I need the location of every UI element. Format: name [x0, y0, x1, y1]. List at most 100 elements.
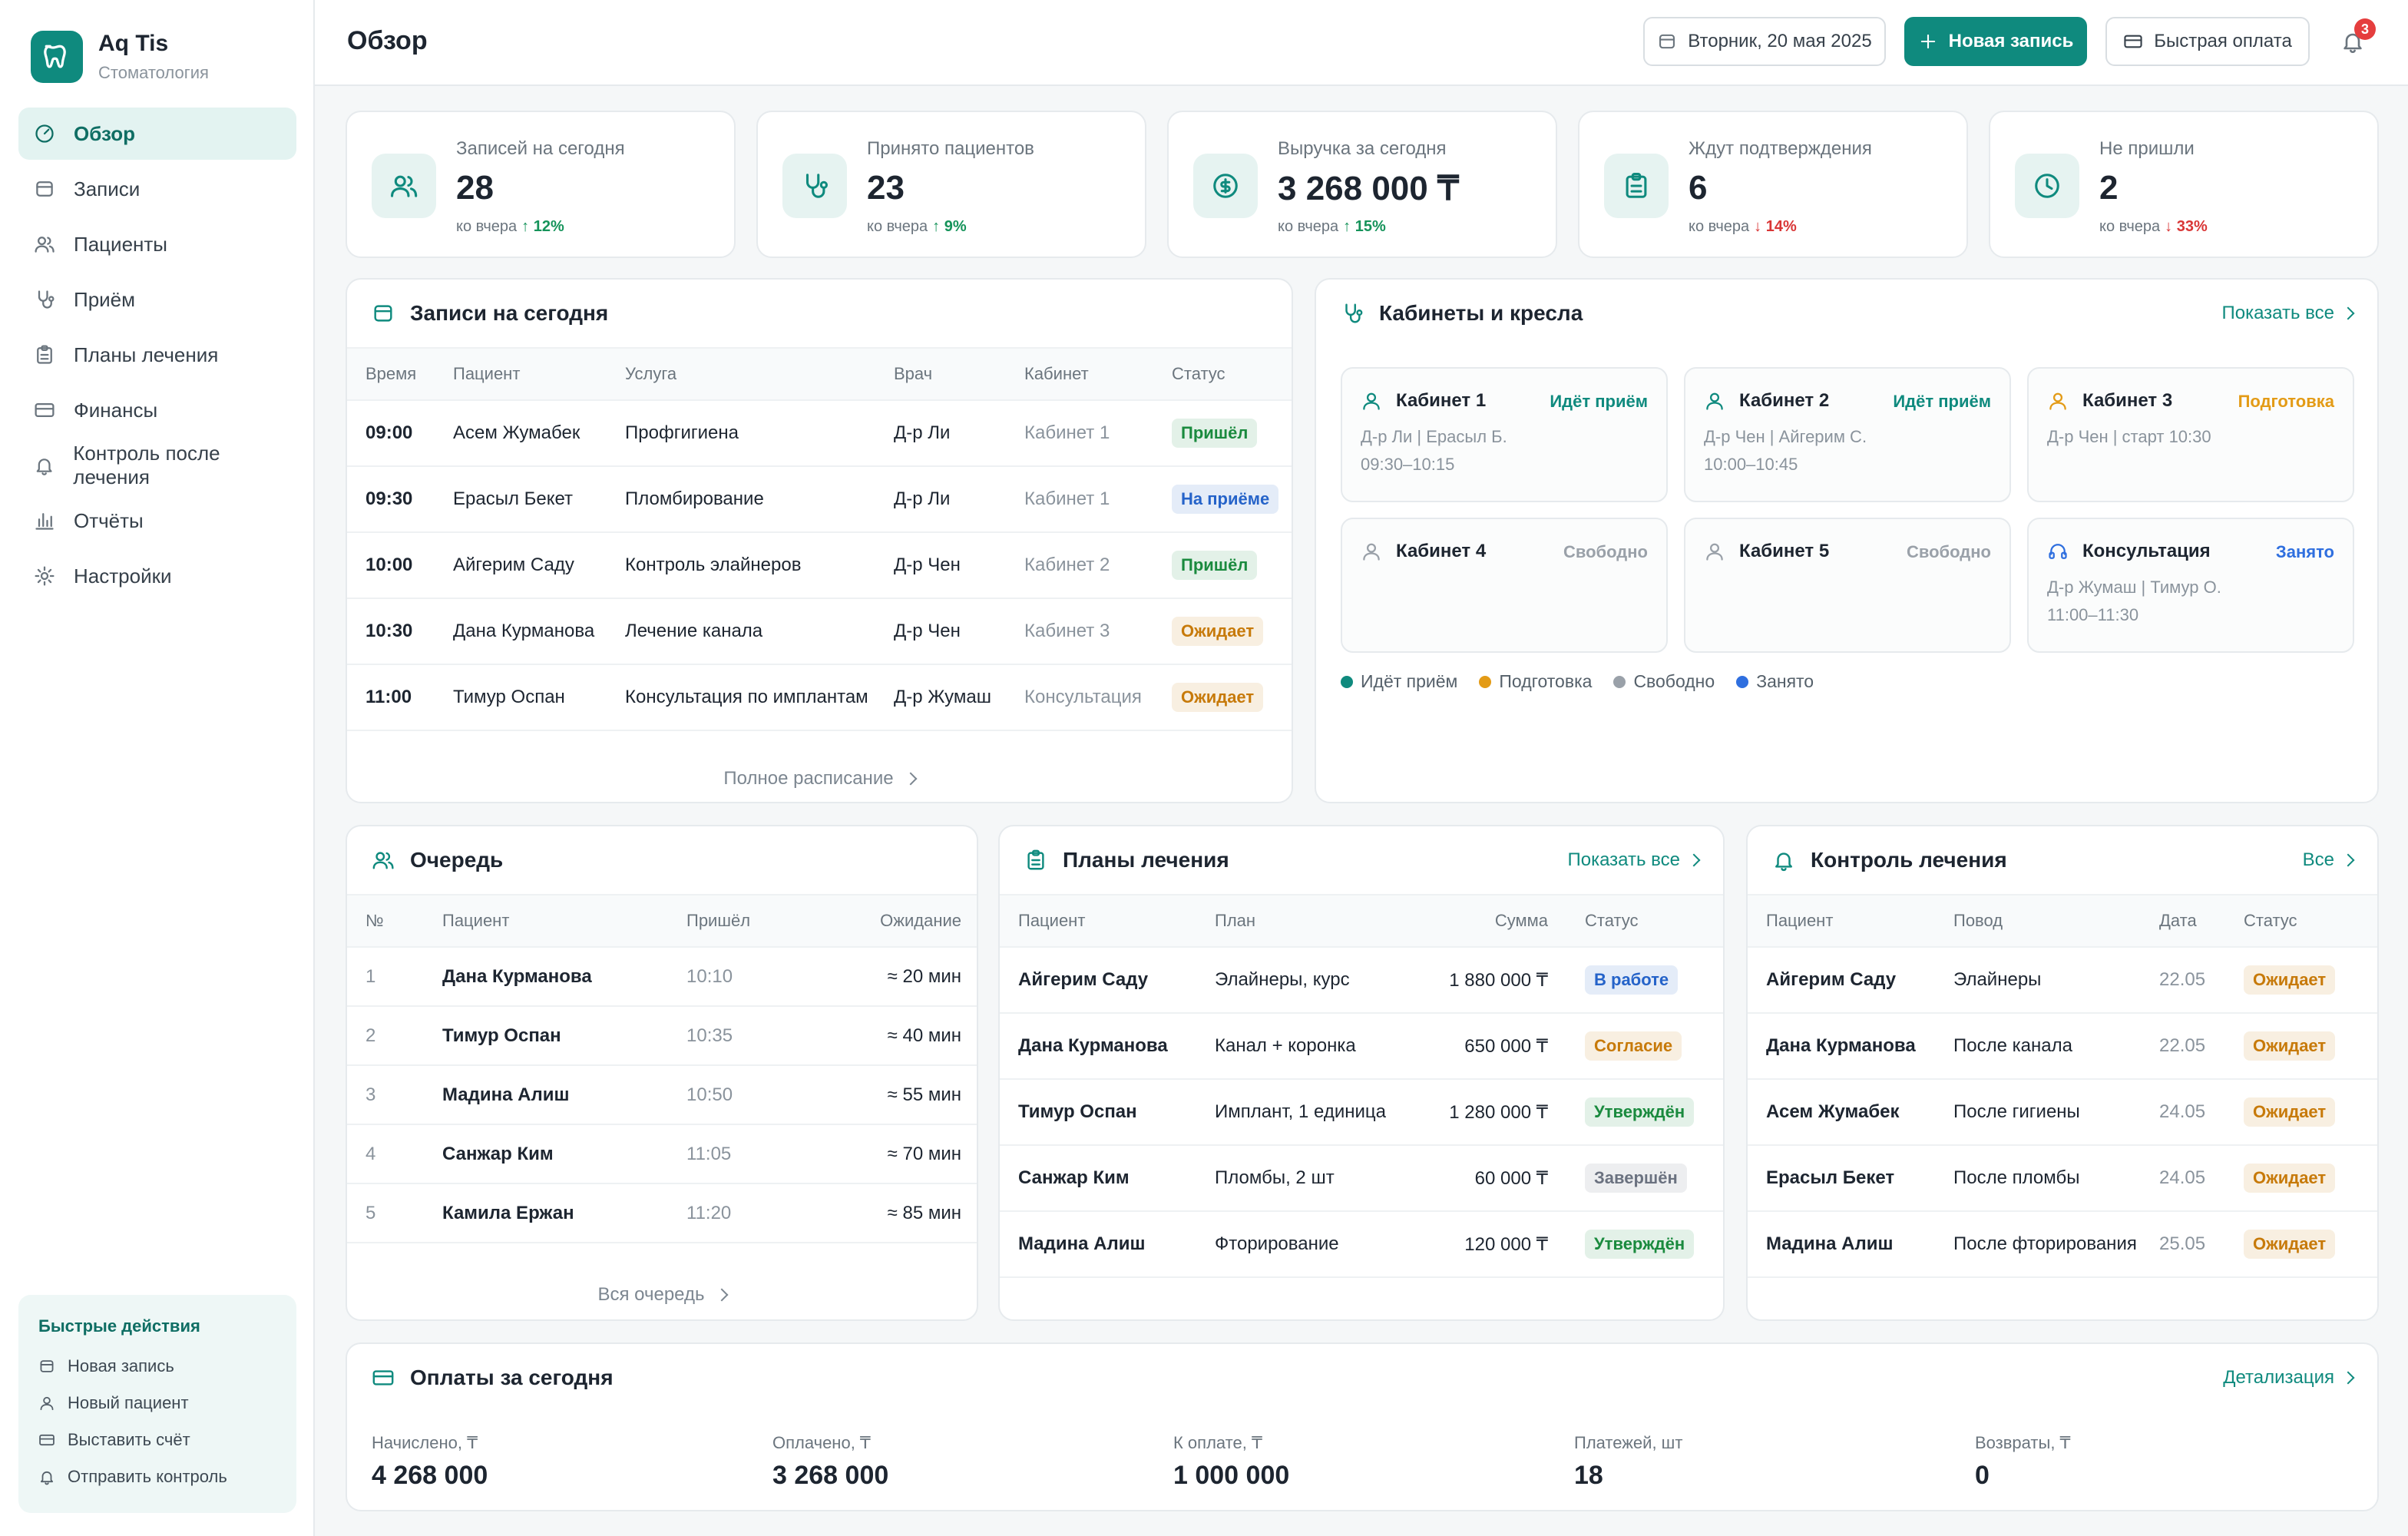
- card-header: Планы лечения Показать все: [1024, 826, 1701, 894]
- stat-label: Выручка за сегодня: [1278, 138, 1447, 159]
- icon: [35, 124, 54, 143]
- chevron: [1687, 853, 1701, 867]
- cabinet-tile[interactable]: Консультация Занято Д-р Жумаш | Тимур О. 11…: [2027, 518, 2354, 653]
- cell: ≈ 20 мин: [828, 947, 977, 1007]
- legend-label: Идёт приём: [1361, 671, 1458, 691]
- footer-label: Полное расписание: [723, 768, 894, 789]
- icon: [2124, 35, 2142, 48]
- cabinet-label: Кабинет 5: [1739, 541, 1830, 561]
- table-row: Асем Жумабек После гигиены 24.05 Ожидает: [1748, 1079, 2377, 1146]
- quick-action[interactable]: Новый пациент: [38, 1393, 189, 1413]
- cell: Ожидает: [2225, 1145, 2377, 1212]
- cell: 11:20: [668, 1183, 828, 1243]
- cabinet-tile[interactable]: Кабинет 2 Идёт приём Д-р Чен | Айгерим С. 1…: [1684, 367, 2011, 502]
- quick-pay-button[interactable]: Быстрая оплата: [2105, 17, 2310, 66]
- icon: [1345, 303, 1363, 323]
- column-header: Пациент: [424, 894, 668, 948]
- nav-item[interactable]: Отчёты: [18, 495, 296, 547]
- stat-compare: ко вчера ↓ 14%: [1689, 218, 1797, 236]
- cell: 09:00: [347, 400, 435, 467]
- cabinet-tile[interactable]: Кабинет 4 Свободно: [1341, 518, 1668, 653]
- cell: ≈ 40 мин: [828, 1006, 977, 1066]
- cell: 1 880 000 ₸: [1399, 947, 1566, 1014]
- card-link[interactable]: Показать все: [1567, 849, 1701, 871]
- status-badge: На приёме: [1172, 485, 1279, 514]
- metric-value: 3 268 000: [772, 1461, 889, 1490]
- quick-action-label: Новая запись: [68, 1356, 174, 1375]
- table-row: Мадина Алиш После фторирования 25.05 Ожидае…: [1748, 1211, 2377, 1278]
- icon: [37, 345, 52, 364]
- cell: После фторирования: [1935, 1211, 2141, 1278]
- nav-item[interactable]: Обзор: [18, 108, 296, 160]
- new-appointment-button[interactable]: Новая запись: [1904, 17, 2087, 66]
- quick-action[interactable]: Отправить контроль: [38, 1467, 227, 1487]
- table-row: 10:30 Дана Курманова Лечение канала Д-р Чен…: [347, 598, 1292, 665]
- table-row: Санжар Ким Пломбы, 2 шт 60 000 ₸ Завершён: [1000, 1145, 1723, 1212]
- cabinet-detail: Д-р Чен | Айгерим С.: [1704, 427, 1867, 446]
- quick-action[interactable]: Выставить счёт: [38, 1430, 190, 1450]
- header-row: № Пациент Пришёл Ожидание: [347, 894, 977, 948]
- status-badge: Ожидает: [2244, 1031, 2336, 1061]
- legend-dot: [1613, 675, 1626, 688]
- cabinet-detail: 09:30–10:15: [1361, 455, 1455, 474]
- nav-item[interactable]: Контроль после лечения: [18, 439, 296, 492]
- table-body: Айгерим Саду Элайнеры, курс 1 880 000 ₸ В р…: [1000, 947, 1723, 1278]
- cell: Тимур Оспан: [424, 1006, 668, 1066]
- cell: После гигиены: [1935, 1079, 2141, 1146]
- cell: 1: [347, 947, 424, 1007]
- column-header: Пациент: [1748, 894, 1935, 948]
- footer-link[interactable]: Вся очередь: [347, 1284, 977, 1306]
- cabinet-tile[interactable]: Кабинет 3 Подготовка Д-р Чен | старт 10:30: [2027, 367, 2354, 502]
- cell: 650 000 ₸: [1399, 1013, 1566, 1080]
- nav-item[interactable]: Настройки: [18, 550, 296, 602]
- quick-action[interactable]: Новая запись: [38, 1356, 174, 1376]
- nav-item[interactable]: Записи: [18, 163, 296, 215]
- stat-icon: [1193, 154, 1258, 218]
- card-link[interactable]: Показать все: [2221, 303, 2355, 324]
- column-header: Услуга: [607, 347, 875, 401]
- cell: 11:00: [347, 664, 435, 731]
- icon: [36, 181, 53, 197]
- cell: 10:10: [668, 947, 828, 1007]
- cabinet-tile[interactable]: Кабинет 1 Идёт приём Д-р Ли | Ерасыл Б. 09:…: [1341, 367, 1668, 502]
- payment-metric: Оплачено, ₸ 3 268 000: [772, 1433, 888, 1491]
- quick-action-label: Выставить счёт: [68, 1430, 190, 1449]
- nav-label: Контроль после лечения: [73, 442, 220, 488]
- cabinet-status: Свободно: [1563, 542, 1648, 561]
- table-row: Дана Курманова Канал + коронка 650 000 ₸ Со…: [1000, 1013, 1723, 1080]
- chevron: [2341, 853, 2355, 867]
- nav-item[interactable]: Пациенты: [18, 218, 296, 270]
- nav-item[interactable]: Финансы: [18, 384, 296, 436]
- icon: [40, 1396, 54, 1411]
- card-link[interactable]: Детализация: [2223, 1367, 2355, 1389]
- stat-change: ↓ 14%: [1754, 218, 1797, 235]
- cabinet-name: Кабинет 1: [1361, 390, 1486, 412]
- status-badge: Ожидает: [2244, 1097, 2336, 1127]
- icon: [1363, 543, 1380, 561]
- stat-card: Принято пациентов 23 ко вчера ↑ 9%: [756, 111, 1146, 258]
- notifications[interactable]: 3: [2340, 18, 2376, 54]
- metric-value: 18: [1574, 1461, 1603, 1490]
- footer-link[interactable]: Полное расписание: [347, 768, 1292, 790]
- notification-count: 3: [2354, 18, 2376, 40]
- stat-change: ↑ 15%: [1343, 218, 1386, 235]
- card-link[interactable]: Все: [2303, 849, 2355, 871]
- date-button[interactable]: Вторник, 20 мая 2025: [1643, 17, 1886, 66]
- metric-label: К оплате, ₸: [1173, 1433, 1262, 1452]
- table-row: 09:00 Асем Жумабек Профгигиена Д-р Ли Кабине…: [347, 400, 1292, 467]
- icon: [2049, 392, 2066, 410]
- nav-item[interactable]: Планы лечения: [18, 329, 296, 381]
- cell: Санжар Ким: [1000, 1145, 1196, 1212]
- table-row: 11:00 Тимур Оспан Консультация по импланта…: [347, 664, 1292, 731]
- column-header: Пациент: [435, 347, 607, 401]
- cell: Элайнеры: [1935, 947, 2141, 1014]
- icon: [2344, 33, 2362, 53]
- cabinet-tile[interactable]: Кабинет 5 Свободно: [1684, 518, 2011, 653]
- stat-icon: [1604, 154, 1669, 218]
- cell: Тимур Оспан: [1000, 1079, 1196, 1146]
- icon: [374, 305, 392, 322]
- icon: [1363, 392, 1380, 410]
- status-badge: Утверждён: [1585, 1230, 1695, 1259]
- nav-item[interactable]: Приём: [18, 273, 296, 326]
